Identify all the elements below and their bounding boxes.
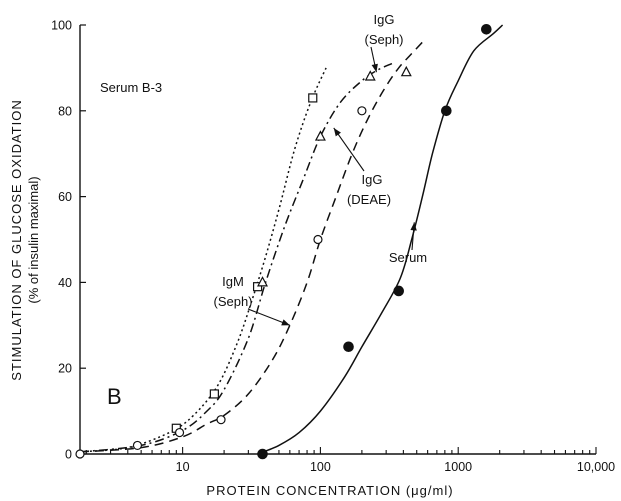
annotation-igm-seph-sub: (Seph) [213,294,252,309]
curve-serum [257,24,504,455]
panel-label: B [107,384,122,409]
annotation-arrowhead [371,63,378,73]
annotation-igg-seph: IgG [374,12,395,27]
inset-label: Serum B-3 [100,80,162,95]
annotation-igg-deae: IgG [362,172,383,187]
marker-filled-circle [343,341,354,353]
marker-open-circle [75,449,85,459]
annotation-serum: Serum [389,250,427,265]
y-axis-title: STIMULATION OF GLUCOSE OXIDATION [9,99,24,380]
y-tick-label: 40 [58,276,72,290]
y-tick-label: 60 [58,190,72,204]
marker-triangle [400,65,412,77]
x-axis-title: PROTEIN CONCENTRATION (μg/ml) [206,483,453,498]
x-tick-label: 100 [310,460,331,474]
marker-square [308,93,318,103]
marker-open-circle [357,106,367,116]
annotation-arrowhead [281,319,290,326]
marker-open-circle [132,440,143,451]
x-tick-label: 10 [176,460,190,474]
marker-filled-circle [257,448,268,460]
annotation-arrowhead [410,222,417,231]
annotations: IgG (Seph) IgG (DEAE) IgM (Seph) Serum [213,12,427,326]
marker-filled-circle [393,285,405,297]
y-tick-label: 20 [58,362,72,376]
annotation-arrow-line [333,127,365,172]
y-tick-label: 80 [58,104,72,118]
y-tick-label: 0 [65,448,72,462]
marker-filled-circle [441,105,452,117]
marker-square [252,282,263,292]
tick-labels: 0 20 40 60 80 100 10 100 1000 10,000 [51,19,615,475]
curve-igg-seph [79,62,393,453]
curve-igm-seph [79,67,327,453]
curves [79,24,504,455]
marker-triangle [364,70,376,81]
marker-triangle [314,130,326,141]
markers [75,23,492,460]
marker-triangle [257,276,269,287]
axes [79,24,597,455]
y-tick-label: 100 [51,19,72,33]
curve-igg-deae [79,41,423,453]
marker-open-circle [174,427,185,438]
marker-filled-circle [481,23,492,35]
marker-open-circle [313,234,323,245]
y-axis-subtitle: (% of insulin maximal) [26,176,41,303]
x-tick-label: 1000 [444,460,472,474]
annotation-arrowhead [333,127,341,137]
x-tick-label: 10,000 [577,460,615,474]
annotation-igg-seph-sub: (Seph) [364,32,403,47]
annotation-igm-seph: IgM [222,274,244,289]
marker-square [209,389,219,399]
annotation-igg-deae-sub: (DEAE) [347,192,391,207]
marker-open-circle [216,415,226,425]
